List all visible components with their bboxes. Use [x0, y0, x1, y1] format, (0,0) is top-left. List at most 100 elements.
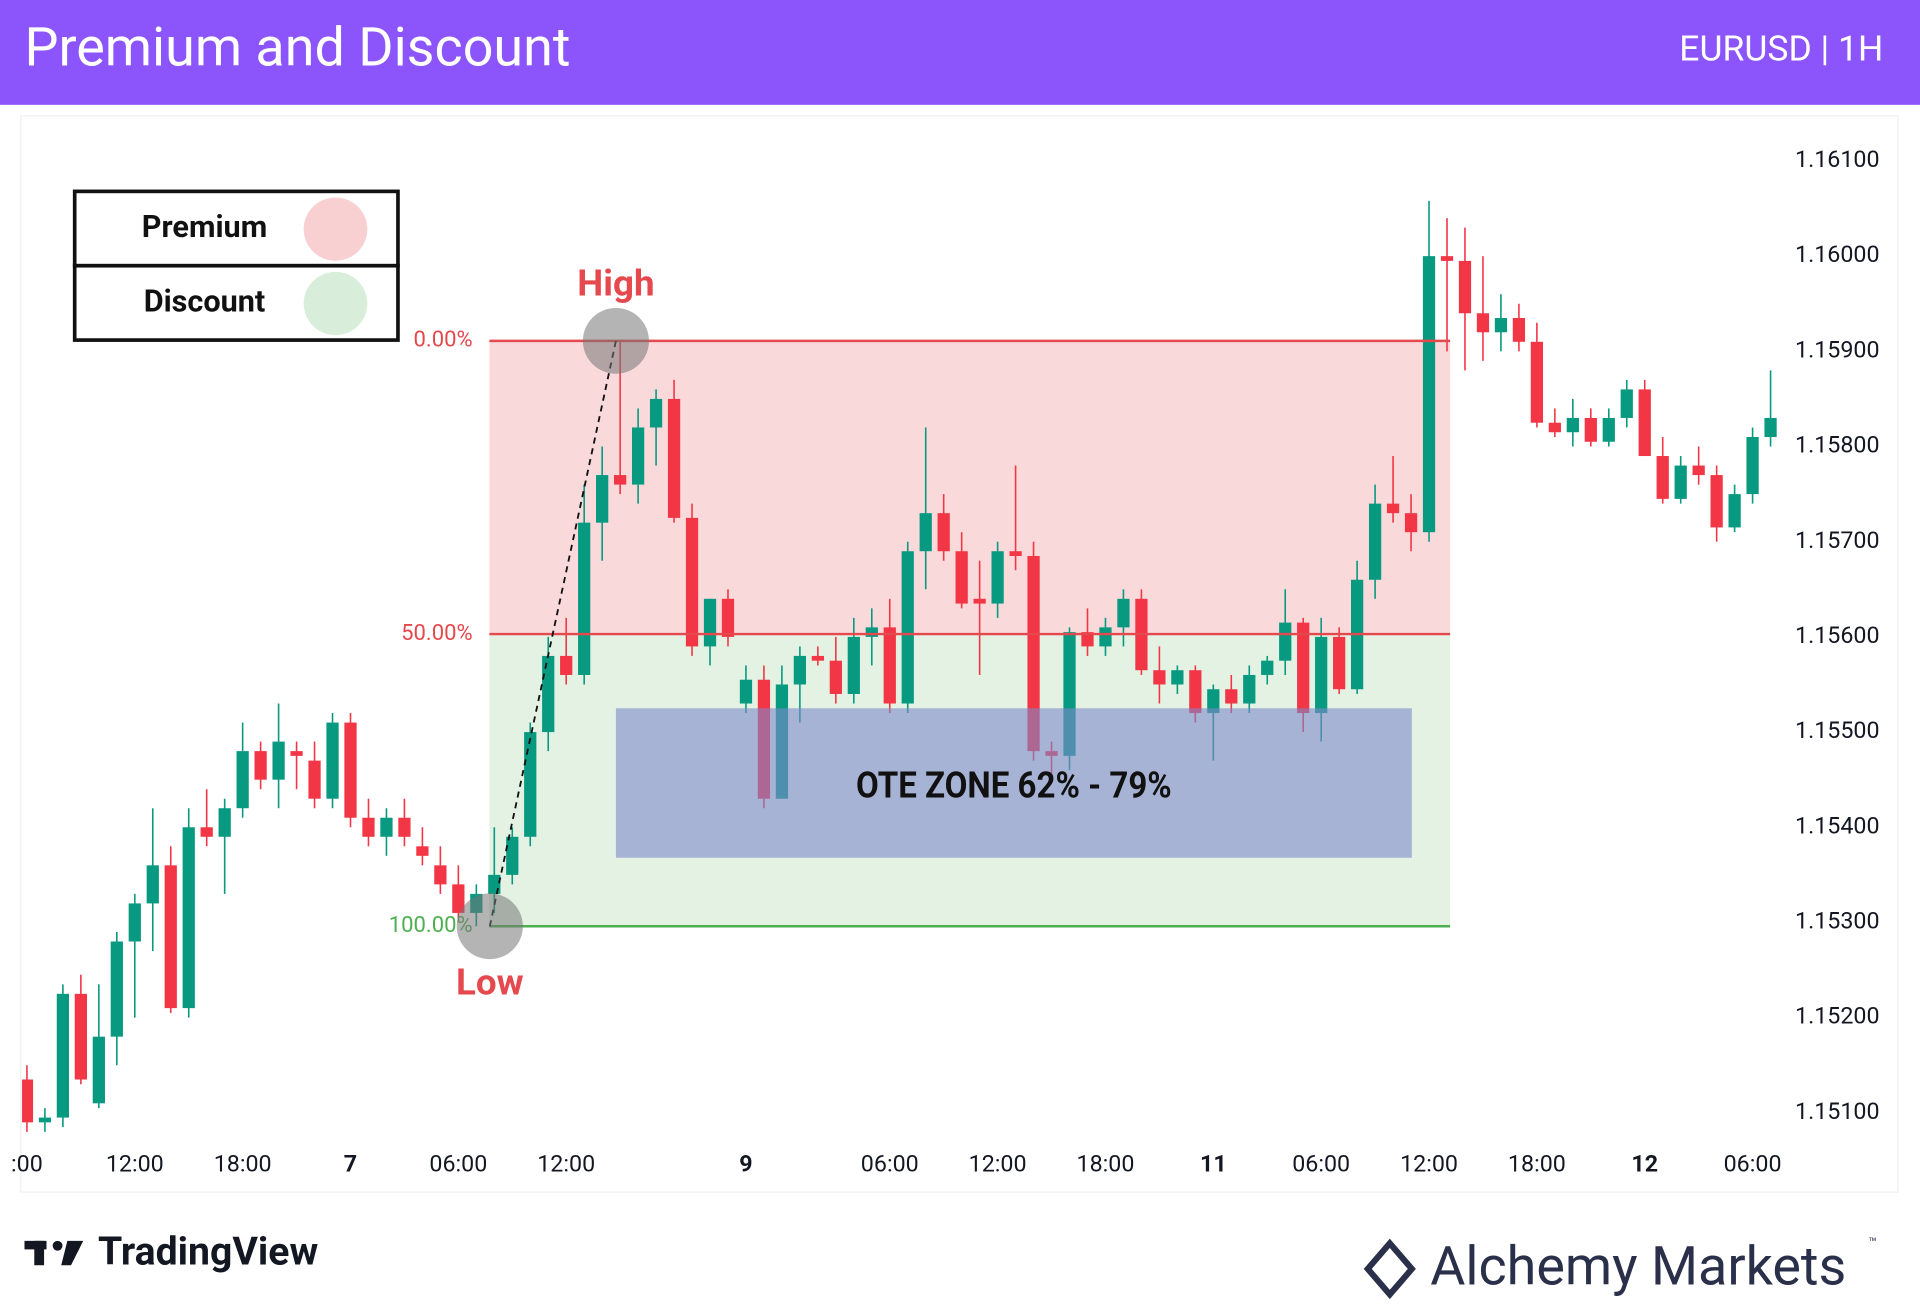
candle-body [56, 993, 70, 1118]
candle-body [667, 398, 681, 518]
candle-body [22, 1079, 34, 1123]
candle-body [1422, 256, 1436, 533]
candle-body [865, 627, 878, 637]
swing-high-marker [582, 307, 649, 374]
candle-body [488, 874, 501, 894]
candle-body [1746, 436, 1759, 495]
candle-body [1476, 313, 1490, 333]
candle-body [973, 598, 986, 604]
x-tick-label: 7 [344, 1149, 357, 1177]
candle-body [739, 679, 753, 704]
plot-area [22, 200, 1777, 1132]
candle-body [182, 827, 195, 1009]
y-tick-label: 1.15800 [1795, 431, 1880, 459]
y-tick-label: 1.15700 [1795, 526, 1880, 554]
x-tick-label: 18:00 [214, 1149, 272, 1177]
candle-body [1638, 389, 1651, 457]
candle-body [883, 627, 896, 704]
y-tick-label: 1.16100 [1795, 145, 1880, 173]
candle-body [272, 741, 285, 780]
candle-body [1710, 475, 1723, 528]
x-tick-label: 12 [1631, 1149, 1658, 1177]
candle-body [1189, 670, 1202, 714]
candle-body [1566, 417, 1579, 433]
candle-body [1117, 598, 1130, 628]
candle-body [793, 655, 807, 685]
x-tick-label: :00 [11, 1149, 43, 1177]
candle-body [614, 475, 627, 485]
x-tick-label: 12:00 [969, 1149, 1027, 1177]
x-tick-label: 18:00 [1077, 1149, 1135, 1177]
candle-body [1225, 689, 1238, 704]
swing-low-marker [456, 893, 523, 960]
candle-body [1512, 318, 1526, 342]
candle-body [1297, 622, 1310, 714]
candle-body [1620, 389, 1633, 418]
candle-body [1404, 513, 1418, 533]
candle-body [1153, 670, 1166, 685]
candle-body [1261, 660, 1274, 675]
candle-body [524, 732, 537, 837]
candle-body [1315, 636, 1328, 714]
candle-body [92, 1036, 105, 1104]
candle-body [1656, 456, 1669, 499]
legend-label: Discount [144, 285, 266, 320]
candle-body [1368, 503, 1382, 580]
legend-label: Premium [142, 210, 267, 245]
candle-body [1009, 551, 1022, 556]
legend-swatch [303, 197, 368, 261]
x-tick-label: 06:00 [1724, 1149, 1782, 1177]
candle-body [560, 655, 573, 675]
candle-body [649, 398, 663, 428]
ote-zone [615, 708, 1412, 858]
candle-body [1333, 636, 1346, 690]
candle-body [362, 817, 375, 837]
header-bar [0, 0, 1920, 105]
candle-body [1530, 341, 1544, 423]
candle-body [344, 722, 357, 818]
candle-body [146, 865, 159, 904]
fib-level-label: 50.00% [401, 621, 472, 646]
candle-body [1494, 318, 1508, 333]
swing-line [488, 340, 617, 927]
y-tick-label: 1.15300 [1795, 907, 1880, 935]
tradingview-logo [24, 1240, 84, 1266]
candle-body [434, 865, 447, 885]
candle-body [1243, 674, 1256, 704]
candle-body [1458, 260, 1472, 314]
candle-body [811, 655, 824, 661]
y-tick-label: 1.15500 [1795, 716, 1880, 744]
candle-body [1027, 555, 1040, 752]
candle-body [847, 636, 860, 694]
candle-body [308, 760, 321, 799]
x-tick-label: 06:00 [861, 1149, 919, 1177]
swing-low-label: Low [456, 961, 524, 1004]
candle-body [703, 598, 717, 647]
ote-label: OTE ZONE 62% - 79% [856, 764, 1172, 807]
footer-trademark: ™ [1869, 1236, 1877, 1251]
x-tick-label: 11 [1200, 1149, 1227, 1177]
candle-body [452, 884, 465, 913]
candle-body [218, 808, 231, 837]
candle-body [254, 751, 267, 780]
candle-body [901, 551, 914, 704]
x-tick-label: 12:00 [537, 1149, 595, 1177]
candle-body [631, 427, 645, 485]
candle-body [290, 751, 303, 756]
header-symbol: EURUSD | 1H [1679, 28, 1883, 70]
candle-body [542, 655, 555, 733]
legend: Premium Discount [72, 189, 400, 342]
fib-level-label: 0.00% [414, 328, 473, 353]
candle-body [38, 1117, 52, 1123]
candle-body [1171, 670, 1184, 685]
x-tick-label: 9 [739, 1149, 752, 1177]
candle-body [1279, 622, 1292, 661]
candle-body [506, 836, 519, 875]
y-tick-label: 1.15900 [1795, 335, 1880, 363]
candle-body [164, 865, 177, 1009]
y-tick-label: 1.15200 [1795, 1002, 1880, 1030]
candle-body [398, 817, 411, 837]
candle-body [991, 551, 1004, 604]
